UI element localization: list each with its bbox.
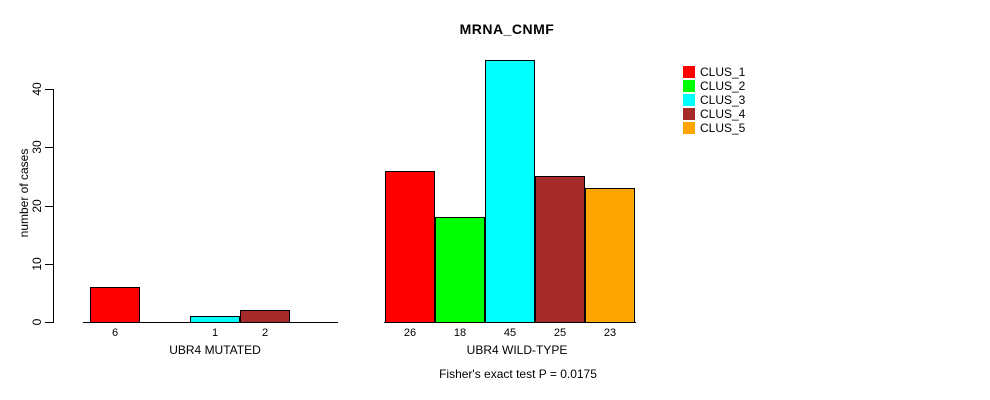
annotation-text: Fisher's exact test P = 0.0175	[439, 367, 597, 381]
chart-title: MRNA_CNMF	[459, 21, 555, 37]
bar-clus-2-ubr4-wild-type	[435, 217, 485, 323]
bar-value-label: 25	[553, 327, 567, 339]
y-axis-tick-label: 10	[30, 257, 44, 271]
y-axis-tick	[45, 89, 54, 91]
y-axis-tick	[45, 205, 54, 207]
bar-value-label: 6	[111, 327, 119, 339]
x-axis-group-label: UBR4 WILD-TYPE	[466, 343, 568, 357]
bar-clus-5-ubr4-wild-type	[585, 188, 635, 323]
bar-value-label: 18	[453, 327, 467, 339]
y-axis-tick-label: 20	[30, 198, 44, 213]
bar-clus-1-ubr4-wild-type	[385, 171, 435, 323]
legend-label: CLUS_4	[700, 107, 746, 121]
legend-label: CLUS_2	[700, 79, 746, 93]
legend-label: CLUS_3	[700, 93, 746, 107]
bar-value-label: 1	[211, 327, 219, 339]
y-axis-tick-label: 30	[30, 140, 44, 155]
legend-swatch-clus-3	[683, 94, 695, 106]
legend-swatch-clus-5	[683, 122, 695, 134]
bar-value-label: 26	[403, 327, 417, 339]
legend-swatch-clus-2	[683, 80, 695, 92]
y-axis-tick	[45, 147, 54, 149]
bar-value-label: 45	[503, 327, 517, 339]
bar-clus-1-ubr4-mutated	[90, 287, 140, 323]
bar-value-label: 23	[603, 327, 617, 339]
bar-clus-4-ubr4-mutated	[240, 310, 290, 323]
y-axis-tick	[45, 322, 54, 323]
bar-clus-4-ubr4-wild-type	[535, 176, 585, 323]
y-axis-title: number of cases	[17, 148, 31, 238]
bar-clus-3-ubr4-mutated	[190, 316, 240, 323]
bar-clus-3-ubr4-wild-type	[485, 60, 535, 323]
x-axis-group-label: UBR4 MUTATED	[169, 343, 261, 357]
y-axis-tick	[45, 263, 54, 265]
y-axis-tick-label: 40	[30, 82, 44, 96]
legend-swatch-clus-4	[683, 108, 695, 120]
bar-value-label: 2	[261, 327, 269, 339]
y-axis-tick-label: 0	[30, 318, 44, 326]
legend-swatch-clus-1	[683, 66, 695, 78]
legend-label: CLUS_5	[700, 121, 746, 135]
legend-label: CLUS_1	[700, 65, 746, 79]
